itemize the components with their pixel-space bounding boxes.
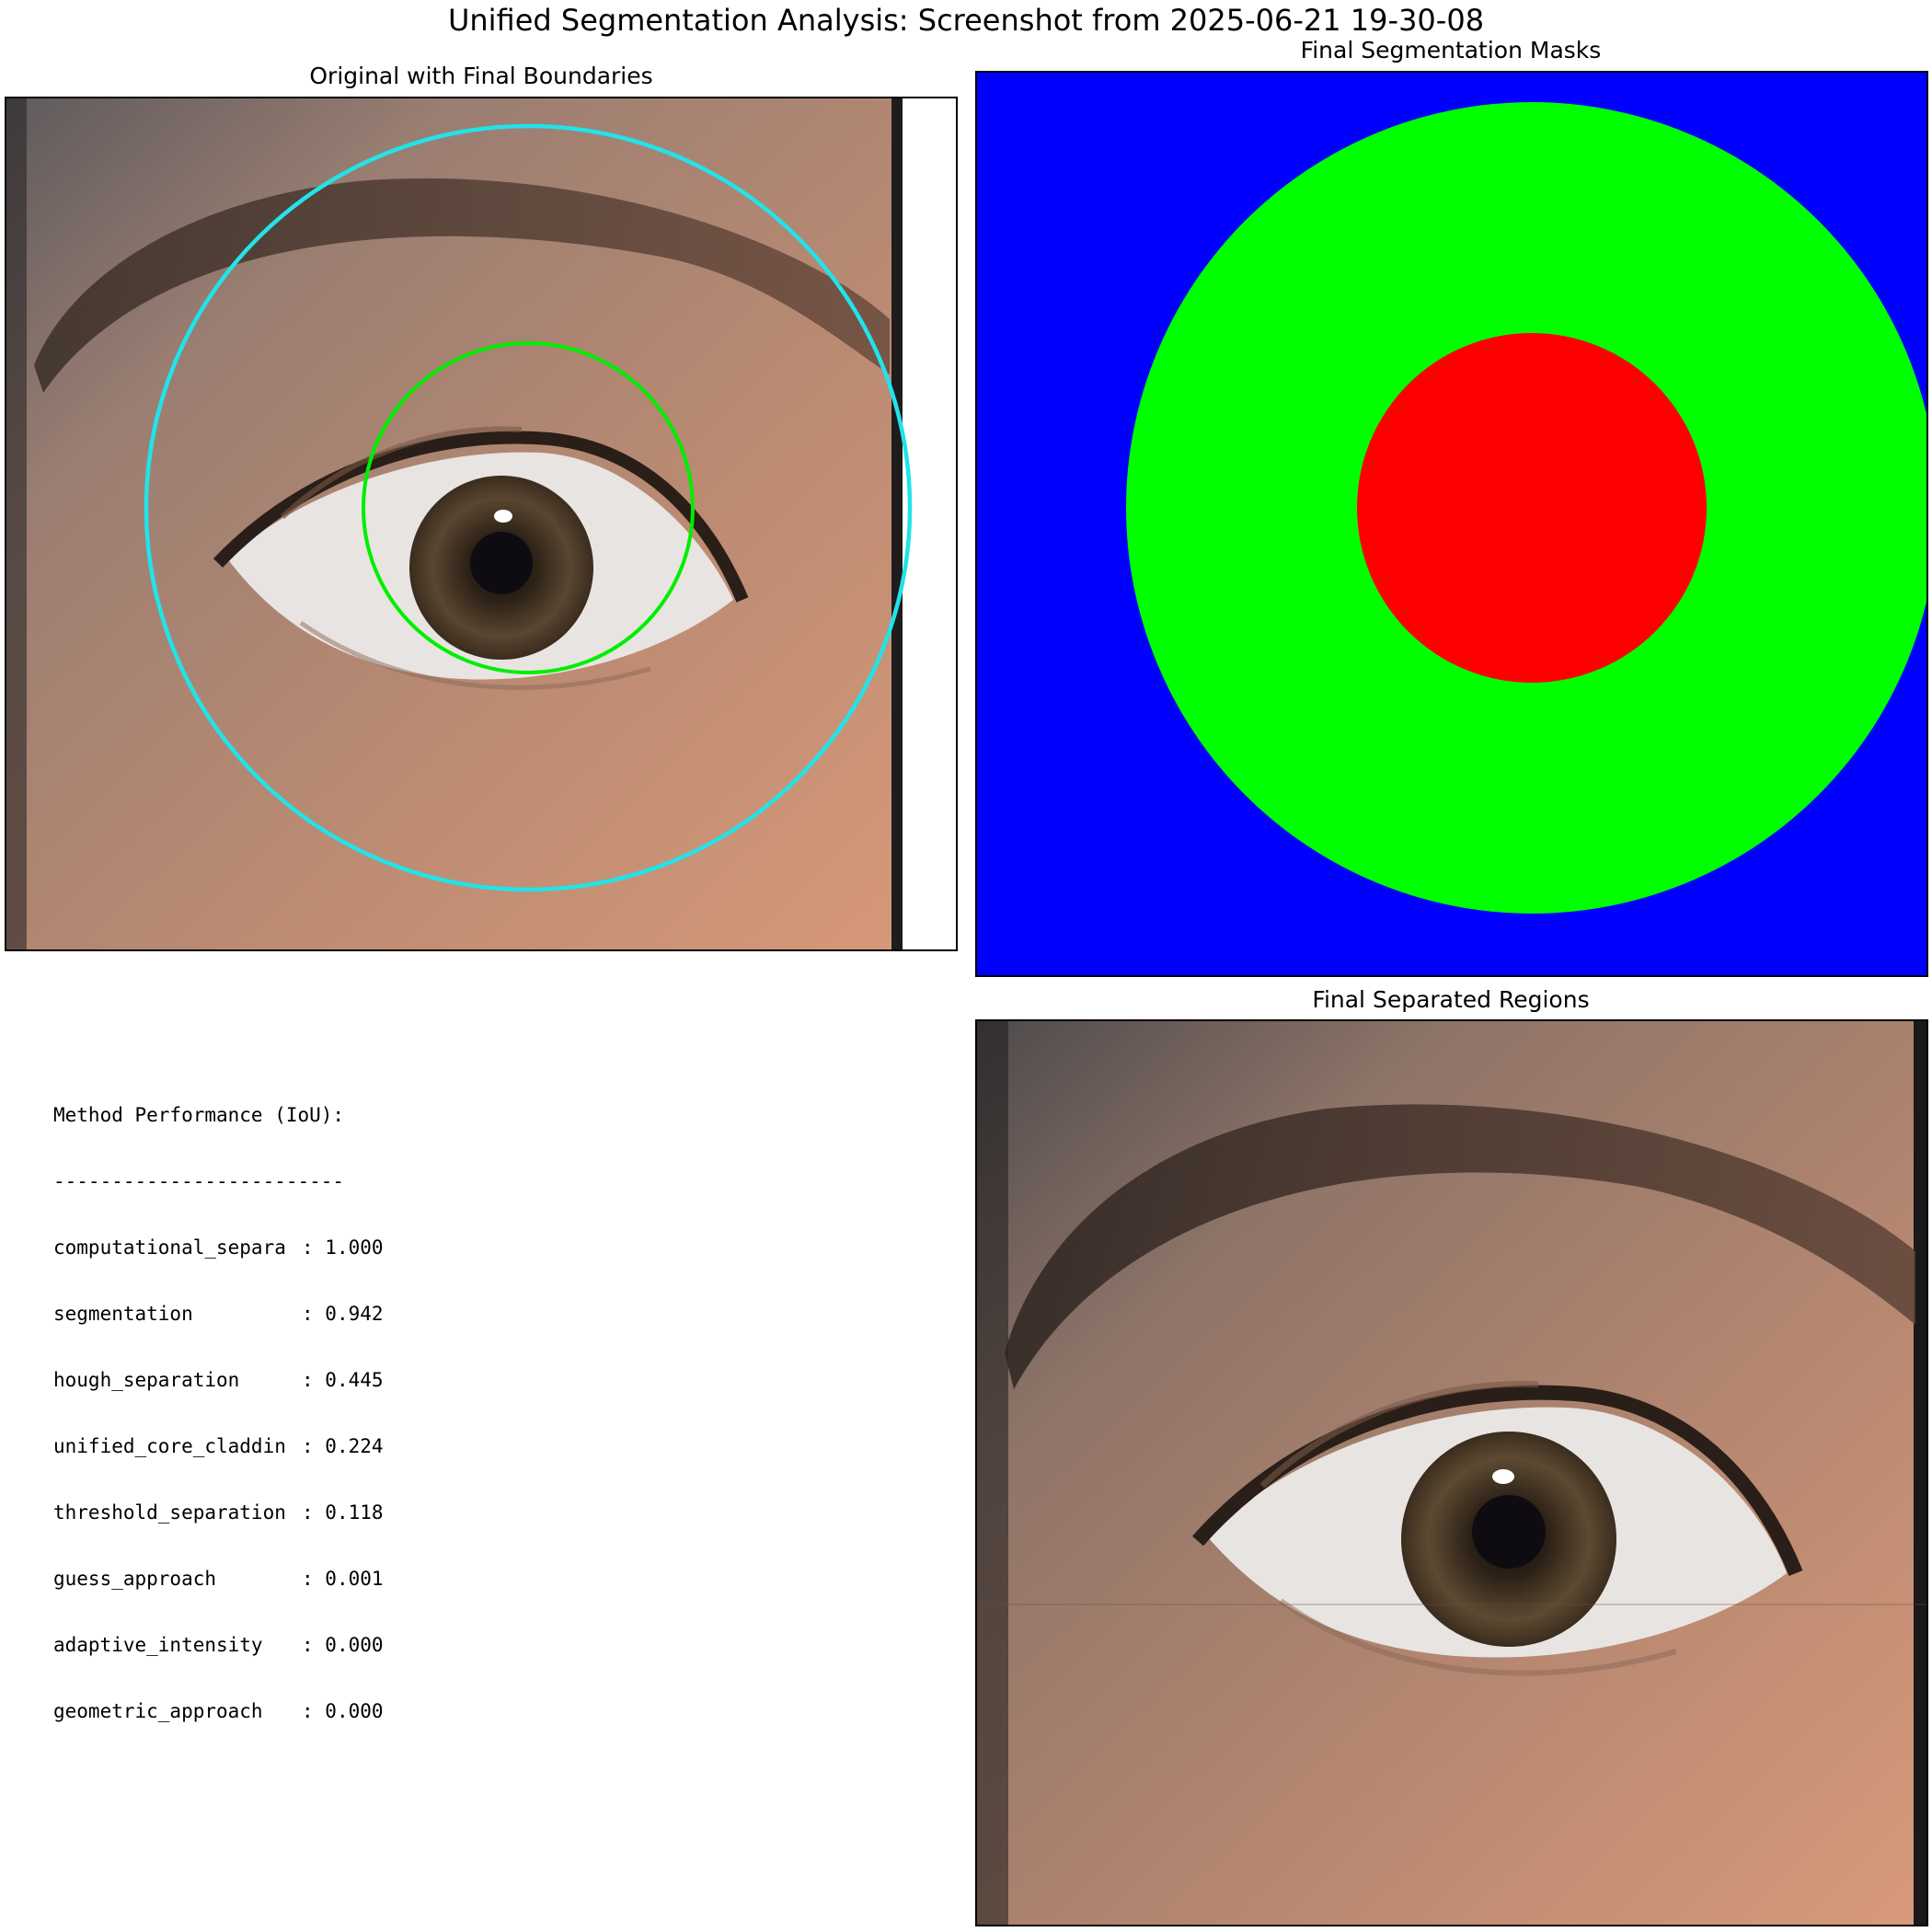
method-performance-heading: Method Performance (IoU): <box>53 1104 345 1126</box>
masks-panel-title: Final Segmentation Masks <box>1300 37 1602 63</box>
masks-panel <box>975 71 1928 977</box>
original-panel-title: Original with Final Boundaries <box>309 63 653 89</box>
method-name: unified_core_claddin <box>53 1435 286 1457</box>
pupil <box>1472 1495 1546 1569</box>
separated-panel-title: Final Separated Regions <box>1312 986 1590 1013</box>
method-iou: 0.000 <box>325 1634 384 1656</box>
dark-edge-strip <box>1914 1021 1926 1925</box>
method-iou: 1.000 <box>325 1236 384 1259</box>
method-name: hough_separation <box>53 1369 240 1391</box>
method-row: segmentation: 0.942 <box>53 1303 384 1325</box>
inner-boundary-circle <box>362 341 695 674</box>
method-name: guess_approach <box>53 1568 217 1590</box>
catchlight <box>1492 1469 1514 1484</box>
separated-eye-image <box>977 1021 1926 1925</box>
method-iou: 0.445 <box>325 1369 384 1391</box>
method-iou: 0.001 <box>325 1568 384 1590</box>
method-row: geometric_approach: 0.000 <box>53 1700 384 1722</box>
method-name: computational_separa <box>53 1236 286 1259</box>
catchlight <box>494 510 512 523</box>
method-name: segmentation <box>53 1303 193 1325</box>
method-performance: Method Performance (IoU): --------------… <box>53 1060 384 1744</box>
lower-eyelid-line <box>1279 1598 1677 1676</box>
eye-photo-with-boundaries <box>6 98 956 949</box>
figure-title: Unified Segmentation Analysis: Screensho… <box>447 3 1485 38</box>
method-row: adaptive_intensity: 0.000 <box>53 1634 384 1656</box>
method-iou: 0.942 <box>325 1303 384 1325</box>
eyebrow <box>34 178 890 393</box>
method-name: geometric_approach <box>53 1700 263 1722</box>
pupil <box>470 532 533 594</box>
method-name: adaptive_intensity <box>53 1634 263 1656</box>
method-row: guess_approach: 0.001 <box>53 1568 384 1590</box>
original-image-panel <box>5 97 958 951</box>
outer-boundary-circle <box>144 123 913 892</box>
method-row: hough_separation: 0.445 <box>53 1369 384 1391</box>
lower-eyelid-line <box>299 620 651 690</box>
eyebrow <box>1005 1104 1915 1389</box>
method-iou: 0.000 <box>325 1700 384 1722</box>
core-mask <box>1357 333 1707 683</box>
dark-edge-strip <box>891 98 903 949</box>
segmentation-mask-image <box>977 73 1926 975</box>
method-iou: 0.224 <box>325 1435 384 1457</box>
method-performance-rule: ------------------------- <box>53 1170 345 1192</box>
method-row: computational_separa: 1.000 <box>53 1236 384 1259</box>
method-iou: 0.118 <box>325 1501 384 1524</box>
method-name: threshold_separation <box>53 1501 286 1524</box>
separated-regions-panel <box>975 1019 1928 1926</box>
method-row: unified_core_claddin: 0.224 <box>53 1435 384 1457</box>
method-row: threshold_separation: 0.118 <box>53 1501 384 1524</box>
